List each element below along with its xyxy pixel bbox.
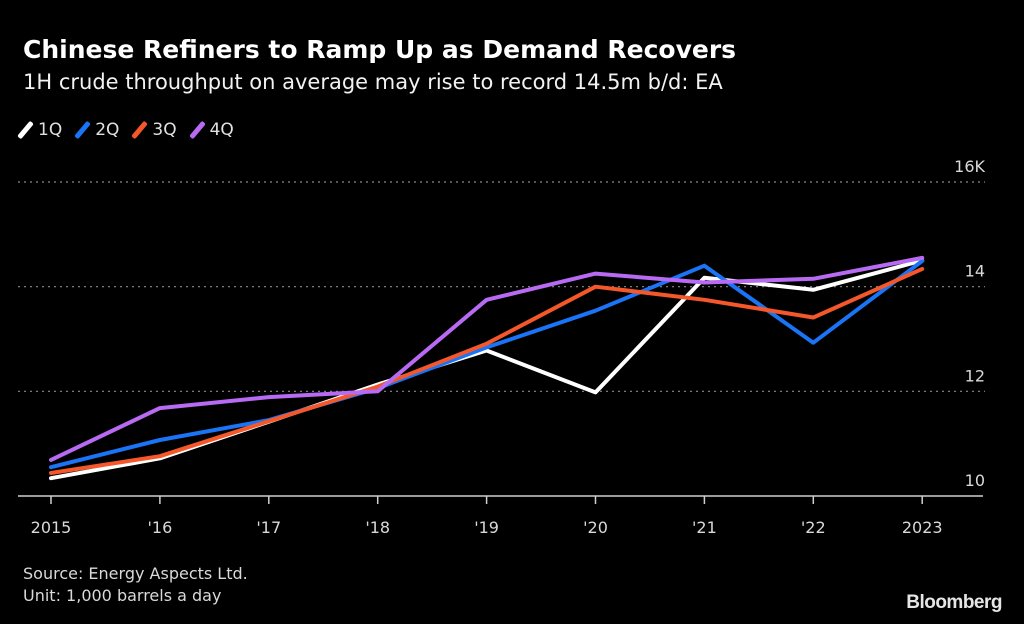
- chart-title: Chinese Refiners to Ramp Up as Demand Re…: [23, 35, 737, 64]
- chart-subtitle: 1H crude throughput on average may rise …: [23, 70, 723, 94]
- x-tick-label: '19: [474, 518, 499, 537]
- series-line-2q: [49, 259, 925, 470]
- legend-label-3q: 3Q: [152, 120, 177, 140]
- x-tick-label: '20: [583, 518, 608, 537]
- series-line-3q: [49, 266, 925, 475]
- x-tick-label: 2015: [31, 518, 72, 537]
- unit-text: Unit: 1,000 barrels a day: [23, 586, 222, 605]
- legend: 1Q 2Q 3Q 4Q: [17, 120, 234, 140]
- bloomberg-logo: Bloomberg: [906, 592, 1002, 613]
- legend-label-4q: 4Q: [209, 120, 234, 140]
- x-axis-labels: 2015 '16 '17 '18 '19 '20 '21 '22 2023: [31, 518, 943, 537]
- gridlines: [18, 181, 985, 392]
- legend-item-2q: 2Q: [74, 120, 120, 140]
- series-lines: [49, 255, 925, 481]
- x-tick-label: '21: [692, 518, 717, 537]
- y-tick-label: 12: [965, 366, 985, 385]
- legend-item-3q: 3Q: [131, 120, 177, 140]
- legend-item-1q: 1Q: [17, 120, 63, 140]
- source-note: Source: Energy Aspects Ltd. Unit: 1,000 …: [23, 563, 248, 607]
- series-line-1q: [49, 258, 925, 481]
- y-tick-label: 14: [965, 262, 985, 281]
- legend-label-2q: 2Q: [95, 120, 120, 140]
- series-line-4q: [49, 255, 925, 462]
- x-tick-label: '17: [256, 518, 281, 537]
- x-tick-label: 2023: [902, 518, 943, 537]
- x-tick-label: '18: [365, 518, 390, 537]
- y-tick-label: 10: [965, 471, 985, 490]
- y-tick-label: 16K: [954, 157, 985, 176]
- x-axis: [18, 495, 983, 504]
- y-axis-labels: 10 12 14 16K: [954, 157, 985, 490]
- x-tick-label: '16: [148, 518, 173, 537]
- source-text: Source: Energy Aspects Ltd.: [23, 564, 248, 583]
- legend-item-4q: 4Q: [188, 120, 234, 140]
- x-tick-label: '22: [801, 518, 826, 537]
- legend-label-1q: 1Q: [38, 120, 63, 140]
